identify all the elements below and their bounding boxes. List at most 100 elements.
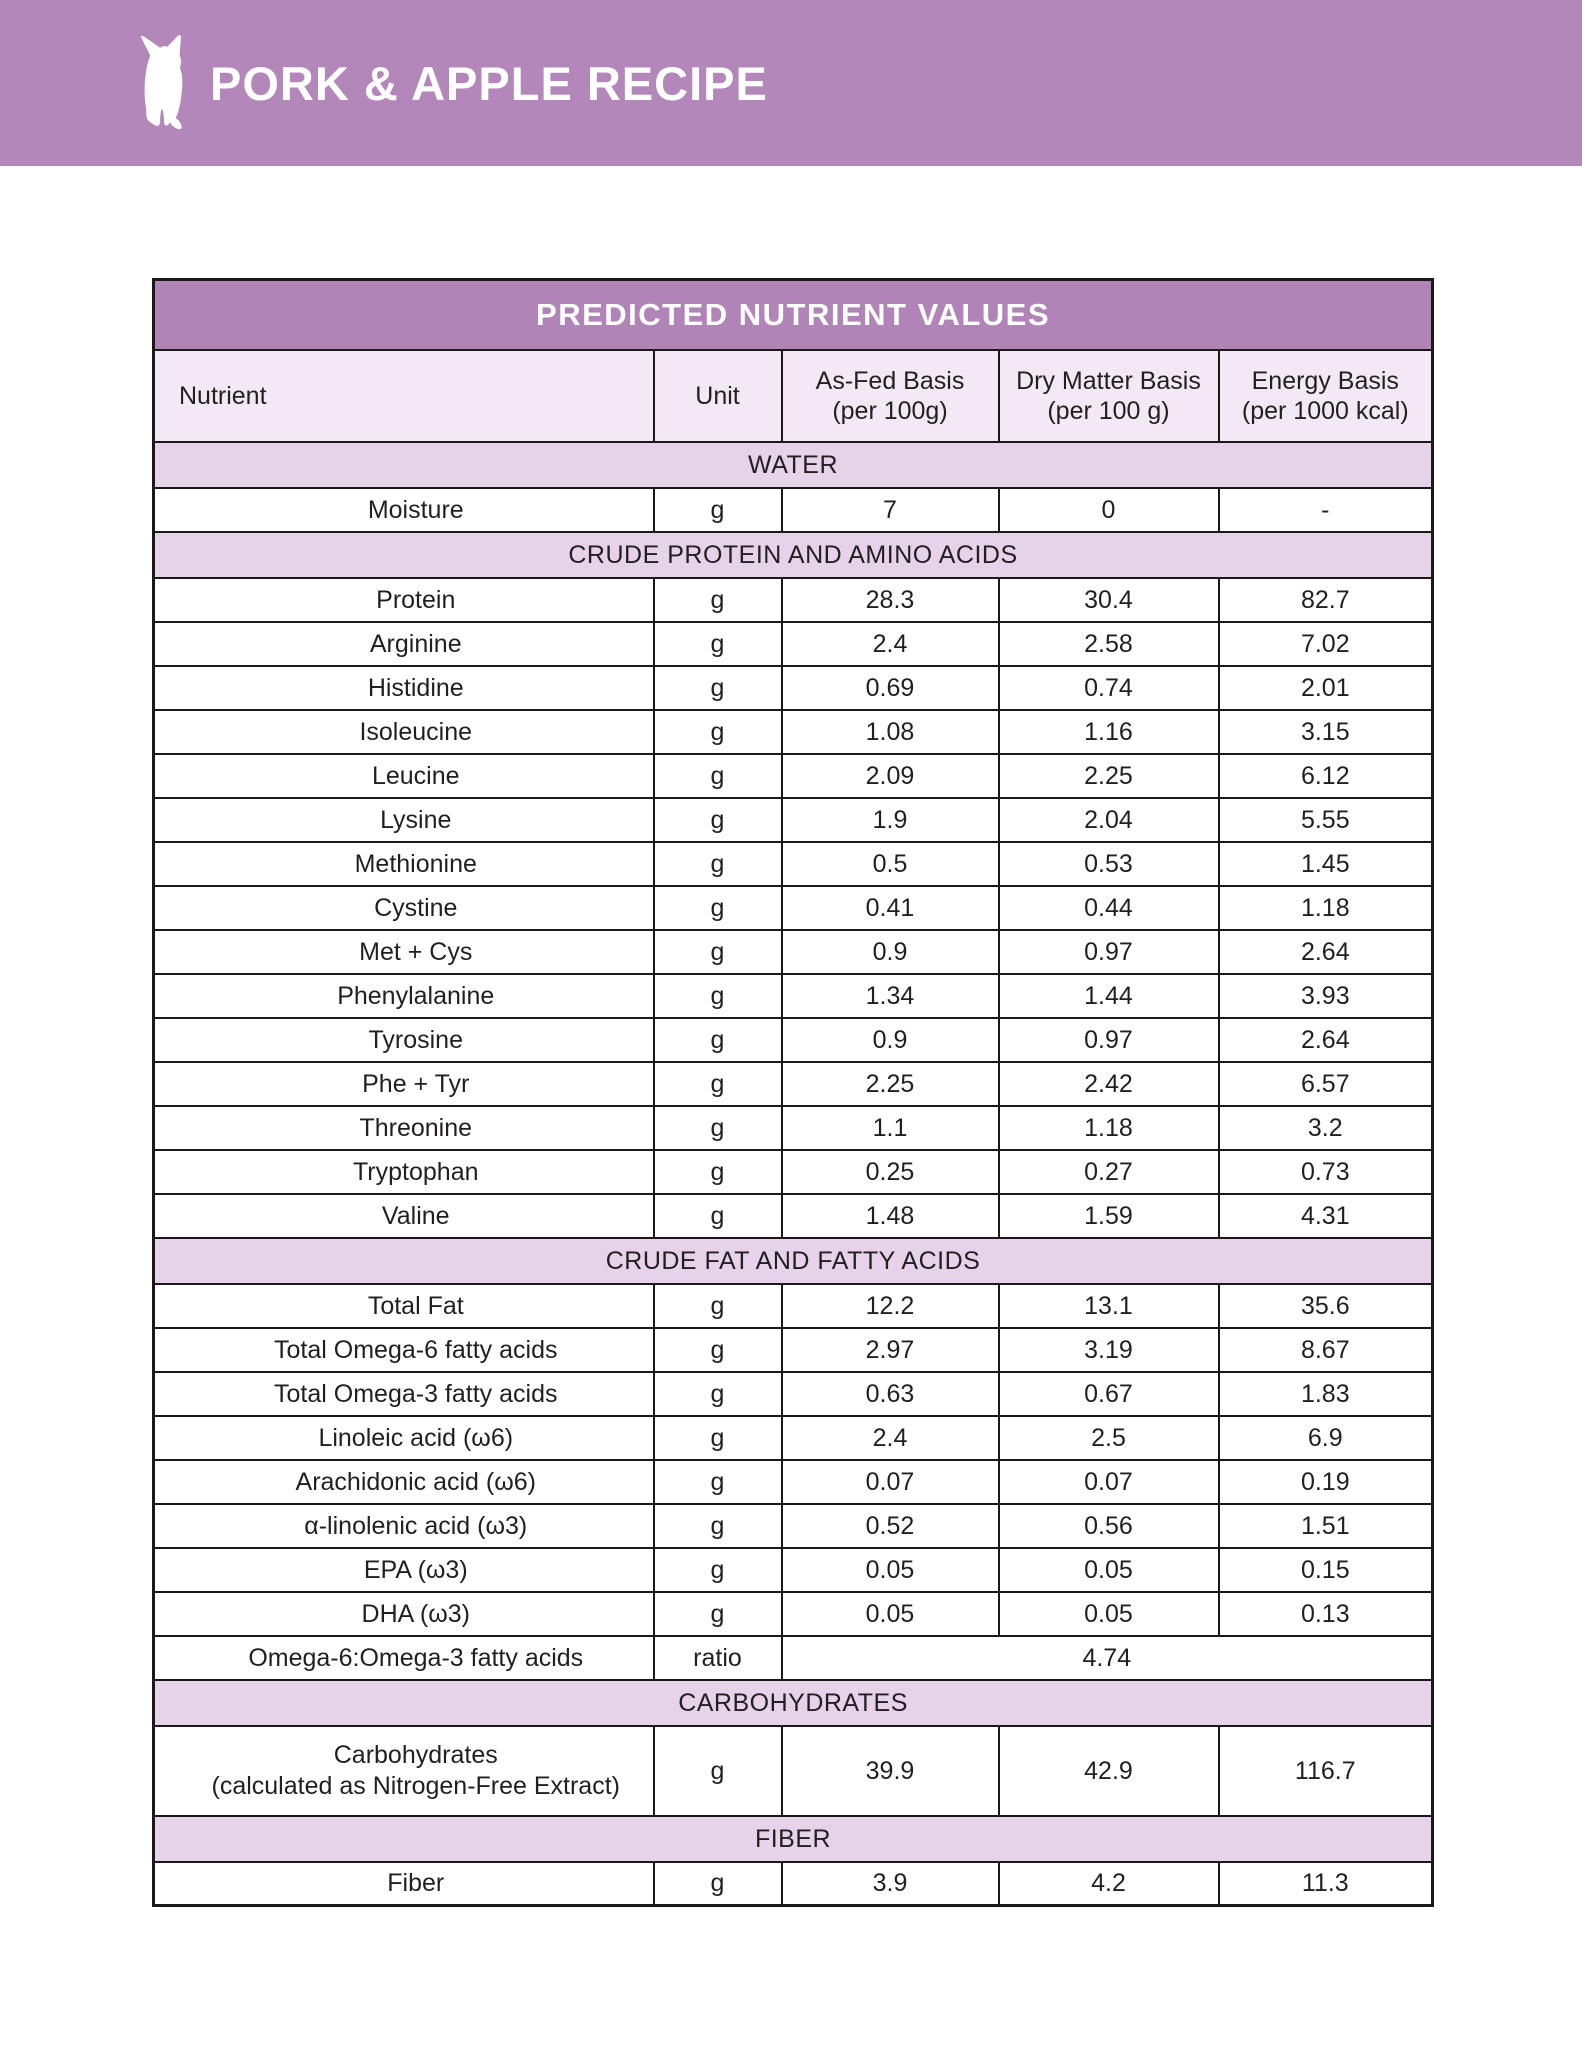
column-sublabel: (per 100 g) xyxy=(1047,396,1170,425)
as-fed-cell: 0.63 xyxy=(780,1370,1000,1417)
unit-cell: g xyxy=(652,620,783,667)
nutrient-name-cell: α-linolenic acid (ω3) xyxy=(152,1502,655,1549)
dry-matter-cell: 0.53 xyxy=(997,840,1220,887)
as-fed-cell: 3.9 xyxy=(780,1860,1000,1907)
column-header-dry-matter-basis: Dry Matter Basis (per 100 g) xyxy=(997,348,1220,443)
dry-matter-cell: 0.27 xyxy=(997,1148,1220,1195)
nutrient-name: Carbohydrates xyxy=(333,1740,498,1769)
energy-cell: 8.67 xyxy=(1217,1326,1434,1373)
nutrient-name-cell: Total Fat xyxy=(152,1282,655,1329)
nutrient-name-cell: Carbohydrates (calculated as Nitrogen-Fre… xyxy=(152,1724,655,1817)
nutrient-row-fiber: Fiber g 3.9 4.2 11.3 xyxy=(152,1860,1434,1907)
unit-cell: g xyxy=(652,486,783,533)
section-title: WATER xyxy=(152,440,1434,489)
column-header-as-fed-basis: As-Fed Basis (per 100g) xyxy=(780,348,1000,443)
column-label: Dry Matter Basis xyxy=(1016,366,1201,395)
as-fed-cell: 0.05 xyxy=(780,1590,1000,1637)
table-title-row: PREDICTED NUTRIENT VALUES xyxy=(152,278,1434,351)
dry-matter-cell: 3.19 xyxy=(997,1326,1220,1373)
as-fed-cell: 0.41 xyxy=(780,884,1000,931)
nutrient-name-cell: Valine xyxy=(152,1192,655,1239)
as-fed-cell: 0.52 xyxy=(780,1502,1000,1549)
column-header-energy-basis: Energy Basis (per 1000 kcal) xyxy=(1217,348,1434,443)
nutrient-row-protein: Protein g 28.3 30.4 82.7 xyxy=(152,576,1434,623)
nutrient-row-cystine: Cystine g 0.41 0.44 1.18 xyxy=(152,884,1434,931)
energy-cell: 1.51 xyxy=(1217,1502,1434,1549)
nutrient-name-cell: Total Omega-3 fatty acids xyxy=(152,1370,655,1417)
dry-matter-cell: 30.4 xyxy=(997,576,1220,623)
nutrient-name-cell: Fiber xyxy=(152,1860,655,1907)
nutrient-name-cell: Omega-6:Omega-3 fatty acids xyxy=(152,1634,655,1681)
as-fed-cell: 1.08 xyxy=(780,708,1000,755)
nutrient-row-tryptophan: Tryptophan g 0.25 0.27 0.73 xyxy=(152,1148,1434,1195)
energy-cell: 2.01 xyxy=(1217,664,1434,711)
as-fed-cell: 2.4 xyxy=(780,620,1000,667)
nutrient-row-arachidonic-acid-6: Arachidonic acid (ω6) g 0.07 0.07 0.19 xyxy=(152,1458,1434,1505)
dry-matter-cell: 0.56 xyxy=(997,1502,1220,1549)
nutrient-row-methionine: Methionine g 0.5 0.53 1.45 xyxy=(152,840,1434,887)
dry-matter-cell: 0.05 xyxy=(997,1590,1220,1637)
nutrient-name-cell: Arginine xyxy=(152,620,655,667)
page-header: PORK & APPLE RECIPE xyxy=(0,0,1582,166)
as-fed-cell: 2.09 xyxy=(780,752,1000,799)
nutrient-name-line2: (calculated as Nitrogen-Free Extract) xyxy=(211,1771,620,1800)
nutrient-row-leucine: Leucine g 2.09 2.25 6.12 xyxy=(152,752,1434,799)
nutrient-row-met-cys: Met + Cys g 0.9 0.97 2.64 xyxy=(152,928,1434,975)
as-fed-cell: 0.25 xyxy=(780,1148,1000,1195)
energy-cell: 3.15 xyxy=(1217,708,1434,755)
energy-cell: 82.7 xyxy=(1217,576,1434,623)
table-title: PREDICTED NUTRIENT VALUES xyxy=(152,278,1434,351)
unit-cell: g xyxy=(652,840,783,887)
nutrient-name-cell: Protein xyxy=(152,576,655,623)
nutrient-name-cell: Methionine xyxy=(152,840,655,887)
unit-cell: g xyxy=(652,1860,783,1907)
dry-matter-cell: 1.18 xyxy=(997,1104,1220,1151)
nutrient-name-cell: Lysine xyxy=(152,796,655,843)
as-fed-cell: 28.3 xyxy=(780,576,1000,623)
unit-cell: g xyxy=(652,884,783,931)
nutrient-name-cell: Tryptophan xyxy=(152,1148,655,1195)
as-fed-cell: 0.5 xyxy=(780,840,1000,887)
energy-cell: 0.19 xyxy=(1217,1458,1434,1505)
energy-cell: 1.45 xyxy=(1217,840,1434,887)
nutrient-row-total-fat: Total Fat g 12.2 13.1 35.6 xyxy=(152,1282,1434,1329)
nutrient-name-cell: EPA (ω3) xyxy=(152,1546,655,1593)
nutrient-row-linolenic-acid-3: α-linolenic acid (ω3) g 0.52 0.56 1.51 xyxy=(152,1502,1434,1549)
nutrient-name-cell: Linoleic acid (ω6) xyxy=(152,1414,655,1461)
nutrient-name-cell: Phe + Tyr xyxy=(152,1060,655,1107)
section-title: CRUDE PROTEIN AND AMINO ACIDS xyxy=(152,530,1434,579)
as-fed-cell: 2.25 xyxy=(780,1060,1000,1107)
dry-matter-cell: 2.5 xyxy=(997,1414,1220,1461)
nutrient-row-dha-3: DHA (ω3) g 0.05 0.05 0.13 xyxy=(152,1590,1434,1637)
energy-cell: 0.15 xyxy=(1217,1546,1434,1593)
nutrient-name-cell: Phenylalanine xyxy=(152,972,655,1019)
nutrient-row-epa-3: EPA (ω3) g 0.05 0.05 0.15 xyxy=(152,1546,1434,1593)
unit-cell: g xyxy=(652,1370,783,1417)
unit-cell: g xyxy=(652,1104,783,1151)
as-fed-cell: 7 xyxy=(780,486,1000,533)
column-label: Unit xyxy=(695,381,740,410)
dry-matter-cell: 1.59 xyxy=(997,1192,1220,1239)
section-title: CARBOHYDRATES xyxy=(152,1678,1434,1727)
energy-cell: 35.6 xyxy=(1217,1282,1434,1329)
energy-cell: 1.83 xyxy=(1217,1370,1434,1417)
unit-cell: ratio xyxy=(652,1634,783,1681)
nutrient-row-tyrosine: Tyrosine g 0.9 0.97 2.64 xyxy=(152,1016,1434,1063)
column-label: Energy Basis xyxy=(1251,366,1399,395)
unit-cell: g xyxy=(652,1590,783,1637)
energy-cell: 6.12 xyxy=(1217,752,1434,799)
nutrient-row-histidine: Histidine g 0.69 0.74 2.01 xyxy=(152,664,1434,711)
dry-matter-cell: 0.74 xyxy=(997,664,1220,711)
nutrient-name-cell: Isoleucine xyxy=(152,708,655,755)
energy-cell: 5.55 xyxy=(1217,796,1434,843)
nutrient-name-cell: Histidine xyxy=(152,664,655,711)
section-row-crude-fat-and-fatty-acids: CRUDE FAT AND FATTY ACIDS xyxy=(152,1236,1434,1285)
dry-matter-cell: 0.97 xyxy=(997,1016,1220,1063)
as-fed-cell: 0.9 xyxy=(780,1016,1000,1063)
nutrient-name-cell: Total Omega-6 fatty acids xyxy=(152,1326,655,1373)
unit-cell: g xyxy=(652,1326,783,1373)
unit-cell: g xyxy=(652,796,783,843)
energy-cell: 0.73 xyxy=(1217,1148,1434,1195)
unit-cell: g xyxy=(652,708,783,755)
as-fed-cell: 1.48 xyxy=(780,1192,1000,1239)
